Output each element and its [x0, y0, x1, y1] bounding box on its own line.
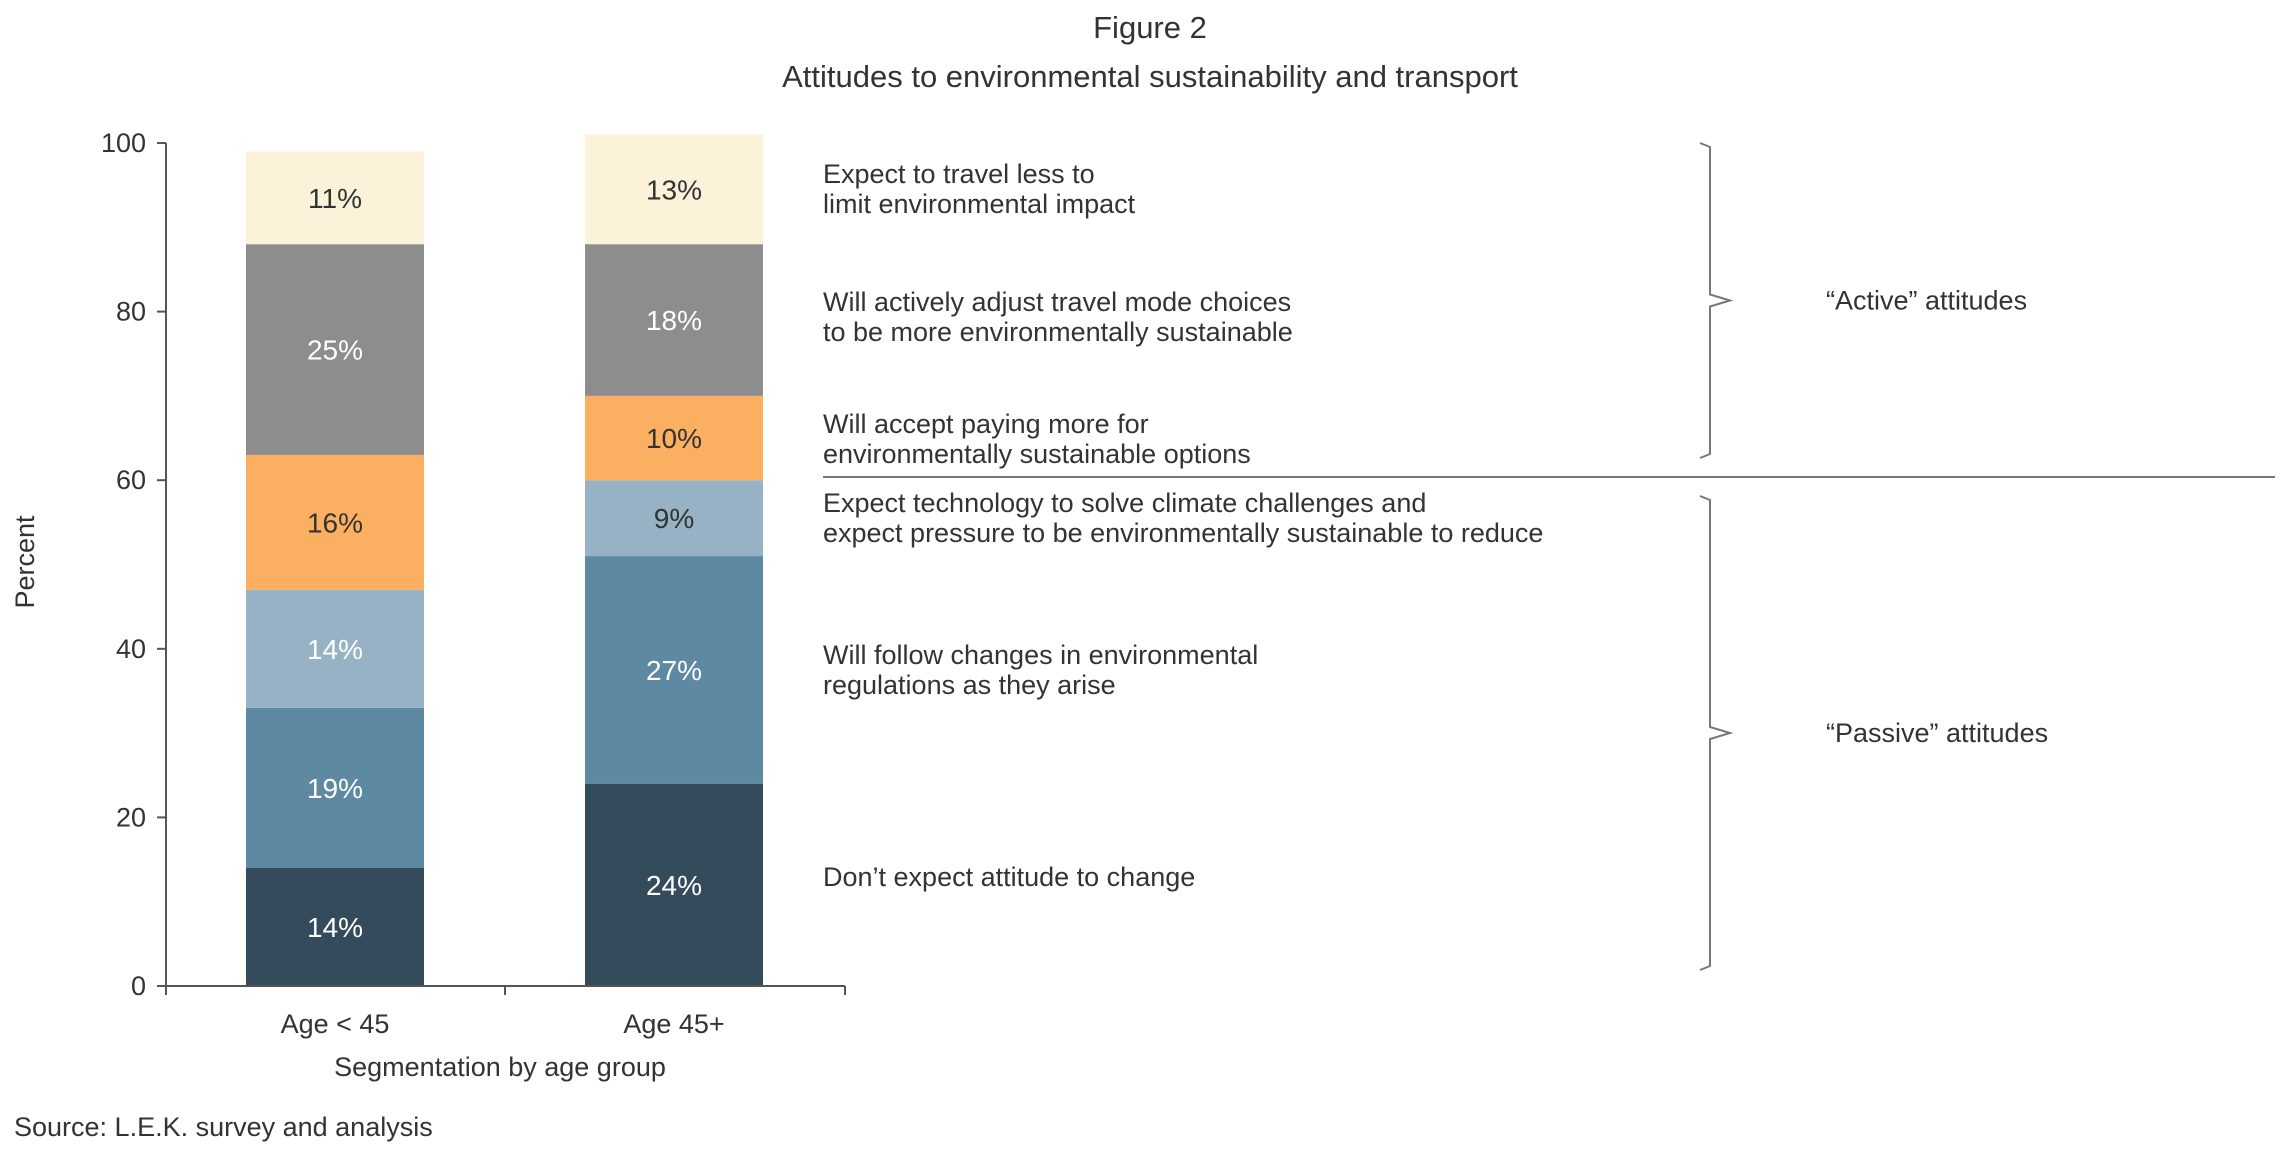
legend-entry-line: limit environmental impact [823, 189, 1136, 219]
data-label: 11% [308, 183, 362, 214]
legend-entry-line: to be more environmentally sustainable [823, 317, 1293, 347]
data-label: 24% [646, 870, 702, 901]
y-tick-label: 20 [116, 802, 146, 832]
bar-segment [585, 134, 763, 245]
figure-label: Figure 2 [1093, 10, 1207, 45]
legend-entry: Expect to travel less to limit environmen… [823, 159, 1136, 219]
legend-entry: Don’t expect attitude to change [823, 862, 1195, 892]
bar-segment [246, 244, 424, 455]
attitude-groups: “Active” attitudes “Passive” attitudes [823, 142, 2275, 971]
data-label: 18% [646, 305, 702, 336]
bar-segment [585, 395, 763, 481]
data-label: 9% [654, 503, 694, 534]
legend-entry-line: Don’t expect attitude to change [823, 862, 1195, 892]
passive-attitudes-label: “Passive” attitudes [1826, 718, 2048, 748]
data-label: 14% [307, 634, 363, 665]
legend-entry: Will accept paying more for environmental… [823, 409, 1251, 469]
y-tick-label: 0 [131, 971, 146, 1001]
bar-segment [246, 707, 424, 868]
bar-segment [585, 244, 763, 396]
chart-title: Attitudes to environmental sustainabilit… [782, 59, 1518, 94]
bar-segment [246, 151, 424, 245]
active-attitudes-label: “Active” attitudes [1826, 286, 2027, 316]
bars: 14% 19% 14% 16% 25% 11% 24% 27% 9% 10% 18% 13% [246, 134, 763, 986]
x-axis-label: Segmentation by age group [334, 1052, 666, 1082]
legend-entry: Expect technology to solve climate chall… [823, 488, 1543, 548]
legend-entry: Will follow changes in environmental regu… [823, 640, 1258, 700]
y-tick-label: 100 [101, 128, 146, 158]
y-axis-label: Percent [10, 515, 40, 609]
y-tick-label: 80 [116, 297, 146, 327]
data-label: 10% [646, 423, 702, 454]
x-tick-label: Age < 45 [281, 1009, 390, 1039]
passive-brace [1699, 495, 1734, 971]
legend-entry-line: Will accept paying more for [823, 409, 1149, 439]
x-axis: Age < 45 Age 45+ [165, 985, 846, 1039]
legend-entry-line: Will follow changes in environmental [823, 640, 1258, 670]
legend-entry-line: regulations as they arise [823, 670, 1116, 700]
legend: Don’t expect attitude to change Will foll… [823, 159, 1543, 892]
data-label: 27% [646, 655, 702, 686]
bar-segment [246, 454, 424, 590]
legend-entry-line: environmentally sustainable options [823, 439, 1251, 469]
bar-segment [585, 480, 763, 557]
y-tick-label: 60 [116, 465, 146, 495]
bar-segment [246, 867, 424, 986]
bar-segment [246, 589, 424, 708]
legend-entry: Will actively adjust travel mode choices… [823, 287, 1293, 347]
legend-entry-line: Expect to travel less to [823, 159, 1095, 189]
data-label: 19% [307, 773, 363, 804]
x-tick-label: Age 45+ [623, 1009, 724, 1039]
data-label: 16% [307, 507, 363, 538]
data-label: 25% [307, 335, 363, 366]
data-label: 13% [646, 174, 702, 205]
bar-segment [585, 783, 763, 986]
legend-entry-line: expect pressure to be environmentally su… [823, 518, 1543, 548]
bar-segment [585, 556, 763, 784]
y-axis: 0 20 40 60 80 100 [101, 128, 167, 1001]
active-brace [1699, 142, 1734, 459]
legend-entry-line: Will actively adjust travel mode choices [823, 287, 1291, 317]
legend-entry-line: Expect technology to solve climate chall… [823, 488, 1426, 518]
y-tick-label: 40 [116, 634, 146, 664]
data-label: 14% [307, 912, 363, 943]
source-note: Source: L.E.K. survey and analysis [14, 1112, 433, 1142]
